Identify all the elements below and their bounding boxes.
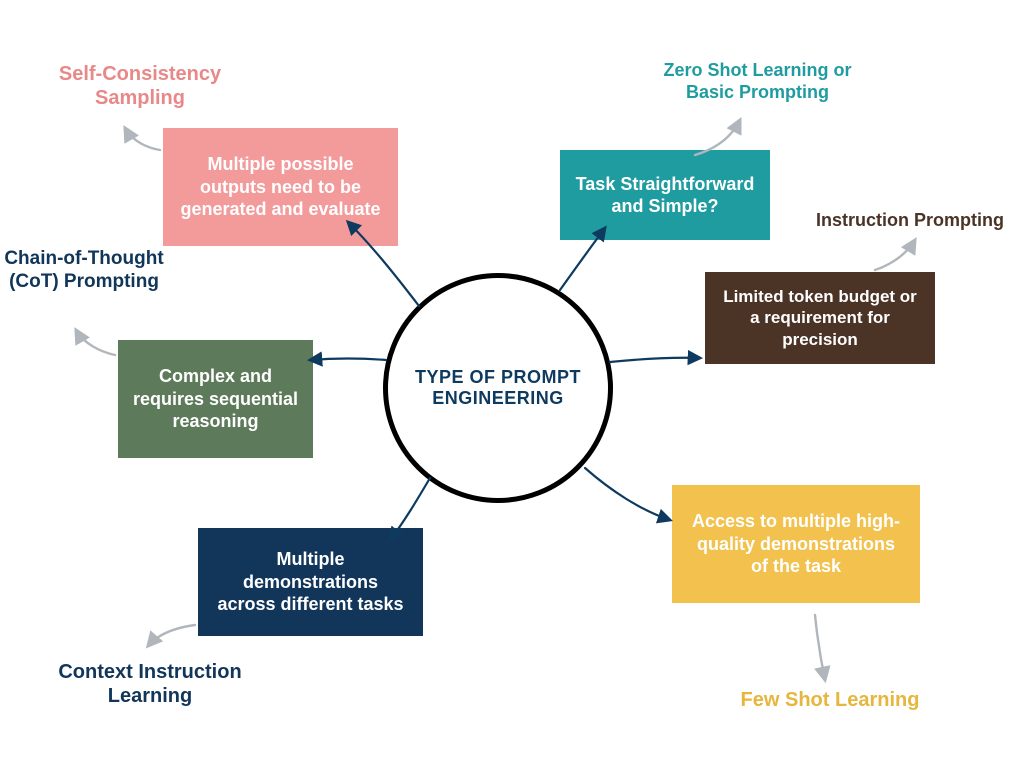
center-hub-label: TYPE OF PROMPT ENGINEERING [412, 367, 584, 409]
label-self-consistency: Self-Consistency Sampling [40, 62, 240, 110]
node-few-shot-text: Access to multiple high-quality demonstr… [686, 510, 906, 578]
node-context-instruction: Multiple demonstrations across different… [198, 528, 423, 636]
node-zero-shot-text: Task Straightforward and Simple? [574, 173, 756, 218]
label-zero-shot: Zero Shot Learning or Basic Prompting [640, 60, 875, 103]
node-context-instruction-text: Multiple demonstrations across different… [212, 548, 409, 616]
node-cot: Complex and requires sequential reasonin… [118, 340, 313, 458]
node-zero-shot: Task Straightforward and Simple? [560, 150, 770, 240]
label-instruction-prompt: Instruction Prompting [800, 210, 1020, 232]
node-instruction-prompt: Limited token budget or a requirement fo… [705, 272, 935, 364]
label-context-instruction: Context Instruction Learning [30, 660, 270, 708]
node-instruction-prompt-text: Limited token budget or a requirement fo… [719, 286, 921, 350]
label-few-shot: Few Shot Learning [720, 688, 940, 712]
node-self-consistency: Multiple possible outputs need to be gen… [163, 128, 398, 246]
label-cot: Chain-of-Thought (CoT) Prompting [4, 248, 164, 294]
node-self-consistency-text: Multiple possible outputs need to be gen… [177, 153, 384, 221]
center-hub: TYPE OF PROMPT ENGINEERING [383, 273, 613, 503]
node-few-shot: Access to multiple high-quality demonstr… [672, 485, 920, 603]
diagram-stage: TYPE OF PROMPT ENGINEERING Multiple poss… [0, 0, 1024, 768]
node-cot-text: Complex and requires sequential reasonin… [132, 365, 299, 433]
